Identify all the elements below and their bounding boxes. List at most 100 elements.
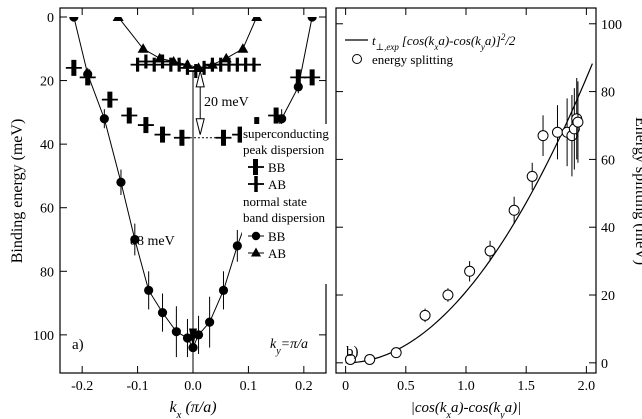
data-point-bb-sc — [143, 117, 149, 134]
legend-label-sc-ab: AB — [268, 177, 286, 192]
data-point-bb-normal — [218, 285, 229, 295]
legend-label-energy-splitting: energy splitting — [372, 52, 454, 67]
data-point-bb-normal — [171, 327, 181, 337]
y-tick-label: 20 — [40, 75, 54, 90]
data-point-bb-normal — [232, 241, 242, 251]
data-point-ab-normal — [112, 17, 124, 21]
data-point-bb-normal — [83, 69, 93, 79]
data-point-energy-splitting — [484, 245, 496, 257]
panel-a-guides — [181, 70, 224, 348]
x-tick-label: -0.1 — [126, 379, 148, 394]
legend-label-sc-bb: BB — [268, 160, 286, 175]
y-tick-label: 80 — [601, 86, 615, 101]
data-point-energy-splitting — [364, 353, 376, 365]
data-point-bb-normal — [116, 177, 126, 187]
gap-arrow-down — [195, 118, 205, 135]
panel-b-x-axis-label: |cos(kxa)-cos(kya)| — [411, 400, 521, 419]
y-tick-label: 20 — [601, 289, 615, 304]
y-tick-label: 0 — [601, 357, 608, 372]
y-tick-label: 60 — [40, 202, 54, 217]
x-tick-label: -0.2 — [71, 379, 93, 394]
data-point-bb-normal — [277, 114, 287, 124]
data-point-ab-normal — [251, 17, 263, 21]
data-point-bb-normal — [188, 342, 198, 353]
data-point-bb-normal — [69, 17, 79, 22]
panel-b-y-axis-label: Energy splitting (meV) — [632, 117, 642, 265]
x-tick-label: 0.5 — [397, 379, 415, 394]
data-point-energy-splitting — [508, 204, 520, 216]
x-tick-label: 0.1 — [240, 379, 258, 394]
data-point-bb-normal — [307, 17, 317, 22]
data-point-bb-sc — [71, 59, 77, 76]
legend-heading-peak-dispersion: peak dispersion — [243, 142, 325, 157]
data-point-bb-normal — [144, 285, 154, 295]
y-tick-label: 100 — [601, 18, 622, 33]
data-point-energy-splitting — [344, 353, 356, 365]
y-tick-label: 0 — [47, 11, 54, 26]
legend-background — [242, 124, 332, 284]
data-point-energy-splitting — [526, 170, 538, 182]
data-point-ab-normal — [206, 59, 218, 69]
x-tick-label: 1.5 — [517, 379, 535, 394]
data-point-bb-sc — [237, 126, 243, 143]
data-point-ab-normal — [137, 43, 149, 53]
panel-b-y-ticks: 0 20 40 60 80 100 — [336, 18, 622, 372]
legend-item-ns-bb: BB — [248, 229, 286, 244]
legend-item-sc-bb: BB — [248, 159, 286, 175]
x-tick-label: 0.0 — [184, 379, 202, 394]
panel-b-series — [344, 63, 593, 365]
gap-arrow-up — [195, 70, 205, 88]
data-point-ab-normal — [220, 52, 232, 63]
data-point-ab-normal — [193, 62, 205, 72]
panel-a: -0.2 -0.1 0.0 0.1 0.2 0 20 40 60 80 100 Binding e… — [9, 7, 332, 419]
data-point-bb-normal — [99, 114, 109, 124]
ky-annotation: ky=π/a — [270, 337, 308, 357]
x-tick-label: 2.0 — [578, 379, 596, 394]
data-point-ab-normal — [237, 43, 249, 53]
data-point-energy-splitting — [419, 309, 431, 321]
data-point-bb-normal — [157, 308, 168, 318]
data-point-bb-sc — [160, 126, 166, 143]
legend-heading-superconducting: superconducting — [243, 126, 329, 141]
data-point-bb-normal — [293, 82, 303, 92]
series-line-triangle — [117, 17, 258, 69]
panel-a-y-axis-label: Binding energy (meV) — [9, 119, 26, 264]
data-point-bb-normal — [205, 317, 215, 327]
legend-item-sc-ab: AB — [248, 176, 286, 192]
panel-b: 0 0.5 1.0 1.5 2.0 0 20 40 60 80 100 b) |cos(kxa)-… — [335, 7, 642, 419]
depth-annotation: 88 meV — [130, 234, 175, 249]
panel-b-x-ticks: 0 0.5 1.0 1.5 2.0 — [342, 8, 595, 394]
data-point-bb-sc — [107, 91, 113, 108]
data-point-energy-splitting — [572, 116, 584, 128]
data-point-bb-sc — [126, 107, 132, 124]
y-tick-label: 40 — [601, 221, 615, 236]
data-point-ab-normal — [181, 59, 193, 69]
y-tick-label: 100 — [33, 329, 54, 344]
panel-a-y-ticks: 0 20 40 60 80 100 — [33, 11, 326, 344]
panel-b-legend: t⊥,exp [cos(kxa)-cos(kya)]2/2 energy spli… — [345, 32, 516, 67]
data-point-energy-splitting — [442, 289, 454, 301]
legend-label-ns-ab: AB — [268, 246, 286, 261]
x-tick-label: 0 — [342, 379, 349, 394]
y-tick-label: 80 — [40, 265, 54, 280]
panel-a-legend: superconducting peak dispersion BB AB no… — [242, 124, 332, 284]
y-tick-label: 40 — [40, 138, 54, 153]
data-point-bb-sc — [295, 69, 301, 86]
legend-item-ns-ab: AB — [248, 246, 286, 261]
y-tick-label: 60 — [601, 153, 615, 168]
data-point-bb-sc — [273, 107, 279, 124]
data-point-bb-sc — [220, 129, 226, 146]
legend-open-circle-swatch — [352, 54, 362, 64]
data-point-ab-normal — [154, 52, 166, 63]
x-tick-label: 0.2 — [295, 379, 313, 394]
x-tick-label: 1.0 — [457, 379, 475, 394]
data-point-energy-splitting — [551, 126, 563, 138]
gap-annotation: 20 meV — [204, 95, 249, 110]
data-point-bb-normal — [130, 234, 140, 245]
legend-label-ns-bb: BB — [268, 229, 286, 244]
theory-curve — [345, 63, 593, 364]
data-point-bb-sc — [309, 69, 315, 86]
legend-heading-band-dispersion: band dispersion — [243, 210, 325, 225]
data-point-energy-splitting — [390, 347, 402, 359]
